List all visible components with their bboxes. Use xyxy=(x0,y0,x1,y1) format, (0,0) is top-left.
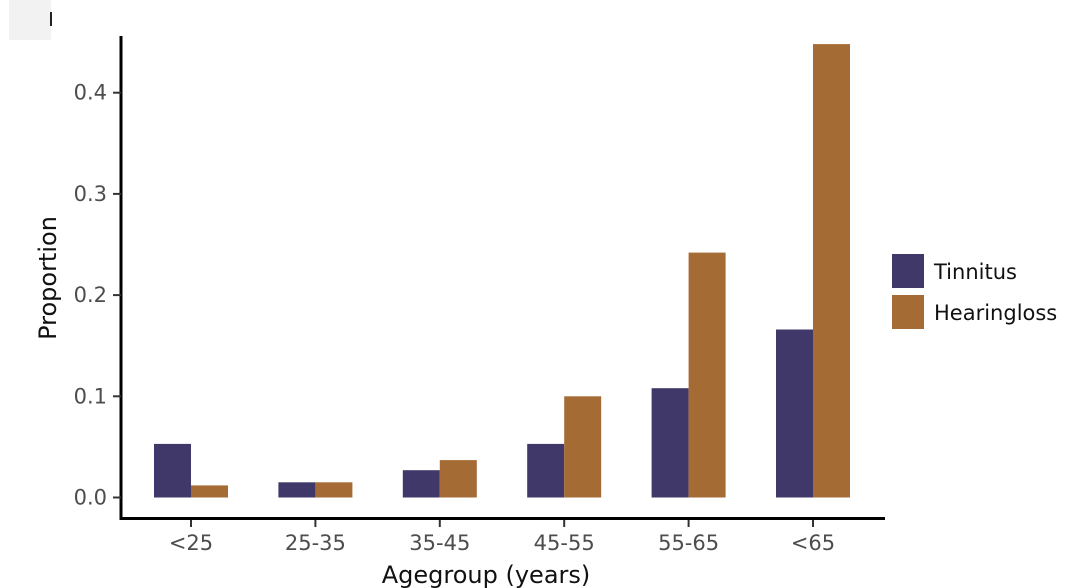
y-ticks-group: 0.0 0.1 0.2 0.3 0.4 xyxy=(74,81,121,510)
bar-tinnitus-1 xyxy=(278,482,316,498)
y-tick-label: 0.3 xyxy=(74,182,107,206)
y-tick-label: 0.0 xyxy=(74,486,107,510)
y-tick-label: 0.4 xyxy=(74,81,107,105)
bar-tinnitus-3 xyxy=(527,443,565,498)
bar-hearingloss-5 xyxy=(813,44,850,498)
legend-key-hearingloss xyxy=(892,295,924,329)
bar-hearingloss-1 xyxy=(315,482,353,498)
legend-label-hearingloss: Hearingloss xyxy=(934,301,1057,325)
bars-group xyxy=(154,44,850,498)
corner-panel xyxy=(9,0,51,40)
legend-key-tinnitus xyxy=(892,254,924,288)
bar-hearingloss-3 xyxy=(564,396,602,498)
x-tick-label: <65 xyxy=(791,531,835,555)
legend: Tinnitus Hearingloss xyxy=(892,254,1057,329)
legend-label-tinnitus: Tinnitus xyxy=(933,260,1017,284)
x-tick-label: 25-35 xyxy=(285,531,346,555)
x-tick-label: <25 xyxy=(169,531,213,555)
y-tick-label: 0.2 xyxy=(74,283,107,307)
bar-hearingloss-0 xyxy=(191,485,228,498)
y-axis-title: Proportion xyxy=(34,216,62,340)
x-tick-label: 55-65 xyxy=(658,531,719,555)
x-tick-label: 35-45 xyxy=(409,531,470,555)
bar-tinnitus-2 xyxy=(402,470,440,498)
bar-tinnitus-0 xyxy=(154,443,191,498)
bar-hearingloss-4 xyxy=(688,252,726,498)
bar-tinnitus-5 xyxy=(776,329,813,498)
corner-mark xyxy=(50,12,52,26)
bar-tinnitus-4 xyxy=(651,388,689,498)
bar-hearingloss-2 xyxy=(439,460,477,498)
x-axis-title: Agegroup (years) xyxy=(382,561,591,588)
x-tick-label: 45-55 xyxy=(534,531,595,555)
x-ticks-group: <25 25-35 35-45 45-55 55-65 <65 xyxy=(169,520,835,555)
y-tick-label: 0.1 xyxy=(74,384,107,408)
